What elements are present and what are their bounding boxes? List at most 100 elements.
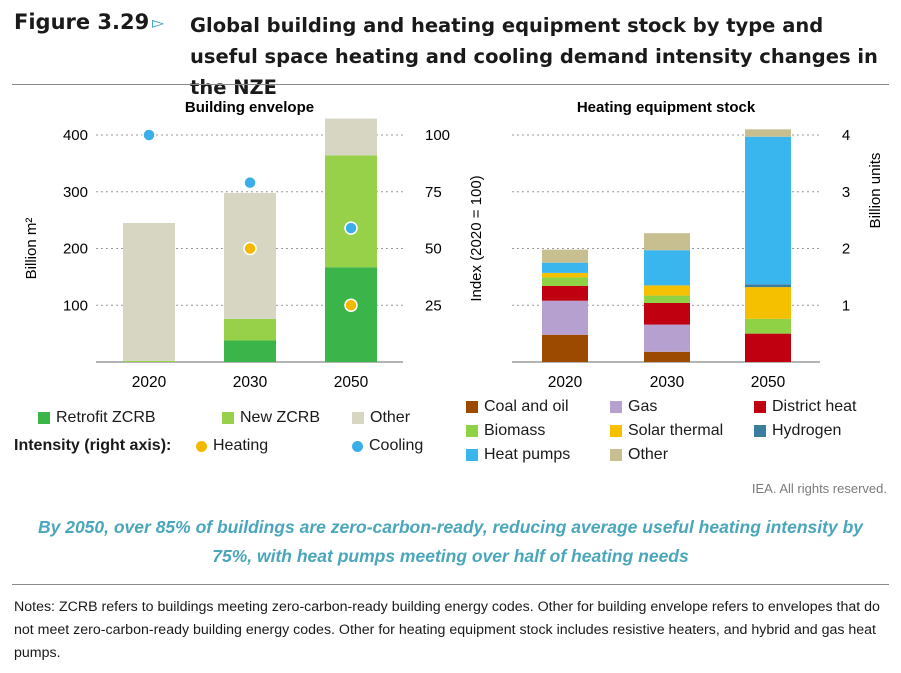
summary-statement: By 2050, over 85% of buildings are zero-… [20,513,881,571]
y-tick-label: 2 [842,241,850,258]
bottom-divider [12,584,889,585]
legend-swatch [222,412,234,424]
intensity-marker [244,177,256,189]
bar-segment [123,361,175,362]
legend-label: Cooling [369,437,423,455]
building-envelope-chart: Building envelope 100 25 200 50 300 75 400 100 Bi… [23,99,485,391]
bar-segment [325,155,377,267]
bar-segment [644,352,690,362]
bar-segment [224,193,276,319]
bar-segment [542,277,588,286]
y-tick-label: 1 [842,297,850,314]
copyright-credit: IEA. All rights reserved. [752,481,887,496]
legend-solar-thermal: Solar thermal [610,422,723,440]
bar-segment [644,250,690,285]
y2-tick-label: 100 [425,127,450,144]
x-tick-label: 2030 [233,374,268,391]
legend-label: Other [628,446,668,464]
y2-tick-label: 75 [425,184,442,201]
bar-segment [224,340,276,362]
legend-swatch [466,449,478,461]
bar-segment [644,325,690,352]
legend-other-envelope: Other [352,409,410,427]
legend-intensity-label: Intensity (right axis): [14,437,171,455]
legend-other-equipment: Other [610,446,668,464]
intensity-marker [244,243,256,255]
heating-equipment-chart: Heating equipment stock 1 2 3 4 Billion units… [512,99,884,391]
bar-segment [745,319,791,334]
bar-segment [325,267,377,362]
bar-segment [644,285,690,295]
legend-dot [196,441,207,452]
y2-tick-label: 50 [425,241,442,258]
bar-segment [745,284,791,287]
legend-cooling: Cooling [352,437,423,455]
y2-tick-label: 25 [425,297,442,314]
intensity-marker [345,299,357,311]
y-tick-label: 3 [842,184,850,201]
bar-segment [644,296,690,303]
y-tick-label: 200 [63,241,88,258]
legend-gas: Gas [610,398,657,416]
bar-segment [745,287,791,319]
legend-retrofit: Retrofit ZCRB [38,409,156,427]
x-tick-label: 2030 [650,374,685,391]
bar-segment [224,319,276,341]
intensity-marker [345,222,357,234]
legend-swatch [754,401,766,413]
legend-swatch [466,425,478,437]
bar-segment [542,250,588,263]
y2-axis-label: Index (2020 = 100) [468,175,485,301]
legend-swatch [610,425,622,437]
x-tick-label: 2020 [548,374,583,391]
legend-label: Solar thermal [628,422,723,440]
chart-title: Heating equipment stock [577,99,756,116]
legend-label: District heat [772,398,856,416]
legend-hydrogen: Hydrogen [754,422,841,440]
legend-swatch [466,401,478,413]
bar-segment [745,137,791,285]
bar-segment [745,334,791,362]
intensity-marker [143,129,155,141]
y-axis-label: Billion m² [23,218,40,280]
chart-title: Building envelope [185,99,314,116]
bar-segment [542,335,588,362]
legend-label: Hydrogen [772,422,841,440]
legend-label: New ZCRB [240,409,320,427]
legend-label: Other [370,409,410,427]
bar-segment [542,286,588,301]
x-tick-label: 2050 [751,374,786,391]
y-tick-label: 100 [63,297,88,314]
bar-segment [644,303,690,325]
legend-district-heat: District heat [754,398,856,416]
legend-new-zcrb: New ZCRB [222,409,320,427]
bar-segment [542,273,588,278]
bar-segment [542,301,588,335]
legend-heating: Heating [196,437,268,455]
y-axis-label: Billion units [867,153,884,229]
x-tick-label: 2050 [334,374,369,391]
legend-swatch [352,412,364,424]
legend-label: Biomass [484,422,545,440]
legend-swatch [610,449,622,461]
legend-label: Heating [213,437,268,455]
legend-swatch [38,412,50,424]
legend-biomass: Biomass [466,422,545,440]
bar-segment [745,129,791,136]
bar-segment [123,223,175,361]
bar-segment [542,263,588,273]
legend-label: Gas [628,398,657,416]
figure-notes: Notes: ZCRB refers to buildings meeting … [14,596,889,665]
bar-segment [325,119,377,156]
legend-swatch [610,401,622,413]
bar-segment [644,233,690,250]
legend-dot [352,441,363,452]
legend-label: Coal and oil [484,398,569,416]
y-tick-label: 300 [63,184,88,201]
y-tick-label: 4 [842,127,850,144]
x-tick-label: 2020 [132,374,167,391]
y-tick-label: 400 [63,127,88,144]
legend-label: Retrofit ZCRB [56,409,156,427]
legend-label: Heat pumps [484,446,570,464]
legend-heat-pumps: Heat pumps [466,446,570,464]
